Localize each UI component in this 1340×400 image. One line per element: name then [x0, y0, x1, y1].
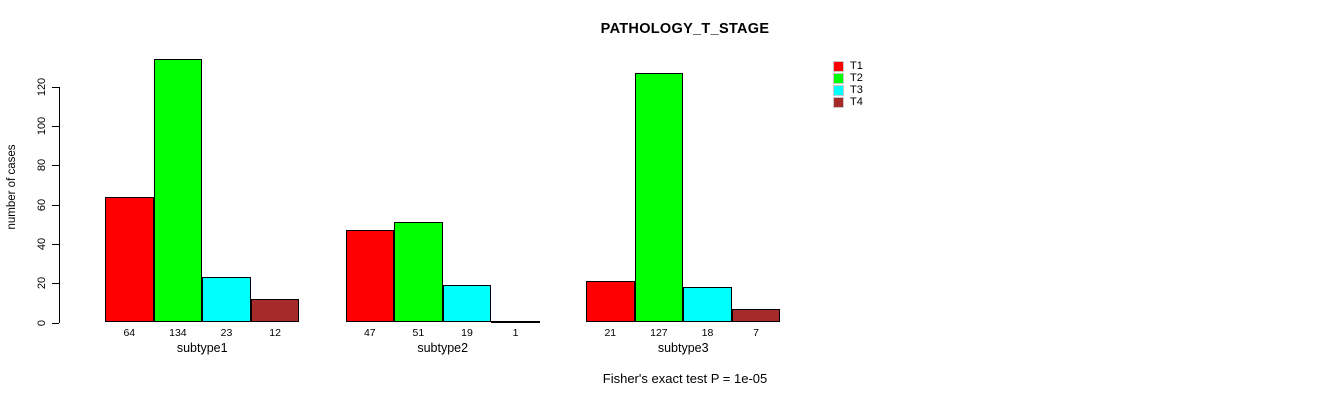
category-label-subtype3: subtype3	[657, 341, 709, 355]
bar-value-label: 134	[169, 327, 187, 339]
legend-swatch-T4	[833, 96, 844, 108]
y-tick-mark	[52, 126, 59, 127]
stats-footnote: Fisher's exact test P = 1e-05	[602, 371, 768, 386]
y-axis-line	[59, 86, 60, 324]
bar-value-label: 7	[753, 327, 760, 339]
bar-value-label: 64	[123, 327, 136, 339]
chart-title: PATHOLOGY_T_STAGE	[600, 21, 770, 37]
y-axis-label: number of cases	[6, 144, 18, 230]
legend-label: T2	[850, 72, 863, 85]
legend-swatch-T1	[833, 61, 844, 73]
y-tick-label: 40	[36, 237, 48, 251]
legend-swatch-T3	[833, 84, 844, 96]
bar-value-label: 127	[650, 327, 668, 339]
bar-subtype2-T2	[394, 222, 443, 323]
y-tick-label: 120	[36, 77, 48, 96]
y-tick-label: 60	[36, 198, 48, 211]
legend-item-T3: T3	[833, 83, 863, 97]
y-tick-mark	[52, 322, 59, 324]
bar-subtype3-T3	[683, 287, 732, 323]
legend-item-T2: T2	[833, 73, 863, 85]
legend-label: T1	[850, 60, 863, 73]
bar-value-label: 19	[461, 327, 473, 339]
y-tick-label: 80	[36, 159, 48, 172]
y-tick-mark	[52, 243, 59, 245]
bar-value-label: 21	[604, 327, 617, 339]
category-label-subtype1: subtype1	[176, 341, 228, 355]
bar-subtype3-T4	[731, 308, 781, 323]
y-tick-label: 100	[36, 116, 48, 136]
bar-subtype1-T3	[202, 277, 251, 323]
bar-value-label: 1	[512, 327, 519, 339]
bar-subtype3-T2	[634, 72, 684, 323]
legend-swatch-T2	[833, 73, 844, 85]
bar-subtype1-T1	[105, 196, 154, 323]
y-tick-mark	[52, 165, 59, 167]
legend: T1 T2 T3 T4	[833, 61, 863, 108]
bar-value-label: 23	[220, 327, 233, 339]
category-label-subtype2: subtype2	[417, 341, 469, 355]
y-tick-label: 0	[36, 319, 48, 326]
bar-subtype1-T2	[153, 59, 203, 323]
y-tick-mark	[52, 283, 59, 285]
bar-value-label: 47	[363, 327, 376, 339]
legend-item-T4: T4	[833, 96, 863, 108]
legend-label: T4	[850, 95, 863, 108]
legend-label: T3	[850, 83, 863, 96]
bar-subtype2-T3	[442, 285, 492, 323]
legend-item-T1: T1	[833, 61, 863, 73]
bar-subtype2-T1	[345, 230, 395, 323]
bar-value-label: 18	[701, 327, 714, 339]
bar-subtype3-T1	[586, 281, 635, 323]
y-tick-label: 20	[36, 277, 48, 290]
y-tick-mark	[52, 204, 59, 206]
bar-subtype1-T4	[250, 298, 300, 323]
bar-subtype2-T4	[491, 320, 540, 323]
y-tick-mark	[52, 86, 59, 88]
bar-value-label: 51	[412, 327, 425, 339]
bar-value-label: 12	[269, 327, 281, 339]
